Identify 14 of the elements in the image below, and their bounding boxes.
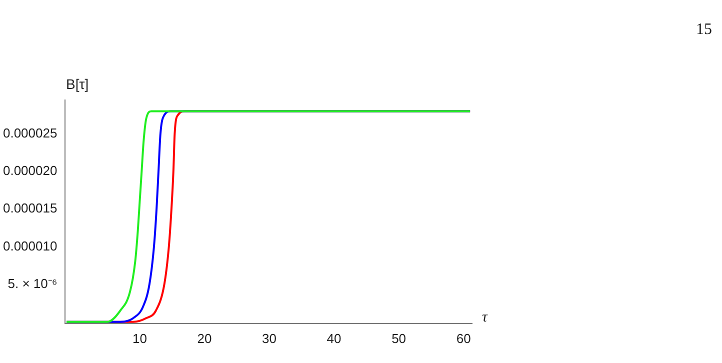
- text: 15: [696, 21, 712, 38]
- y-tick-label: 0.000015: [2, 200, 58, 216]
- y-tick-label: 5. × 10⁻⁶: [8, 276, 58, 291]
- y-axis-title: B[τ]: [66, 76, 89, 92]
- x-tick-label: 20: [197, 330, 212, 346]
- x-tick-label: 30: [262, 330, 276, 346]
- x-tick-label: 60: [456, 330, 471, 346]
- x-axis-title: τ: [482, 309, 488, 326]
- y-tick-label: 0.000020: [2, 163, 58, 178]
- x-tick-label: 50: [392, 330, 406, 346]
- y-tick-label: 0.000025: [2, 125, 58, 140]
- x-tick-label: 10: [132, 330, 147, 346]
- y-tick-label: 0.000010: [2, 238, 58, 254]
- x-tick-label: 40: [326, 330, 342, 346]
